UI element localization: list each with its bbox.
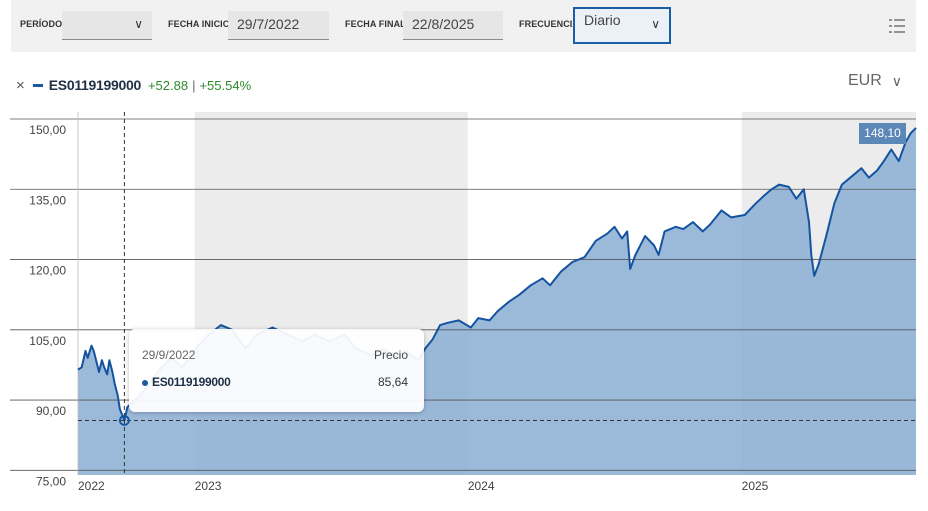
y-tick-label: 105,00 <box>29 334 66 348</box>
end-date-label: FECHA FINAL <box>345 19 406 29</box>
y-tick-label: 120,00 <box>29 264 66 278</box>
frequency-select[interactable]: Diario ∨ <box>573 7 671 44</box>
chart-tooltip: 29/9/2022 Precio ES0119199000 85,64 <box>129 329 424 412</box>
series-code: ES0119199000 <box>48 77 141 93</box>
frequency-label: FRECUENCIA <box>519 19 580 29</box>
x-tick-label: 2023 <box>195 479 222 493</box>
hover-marker <box>118 415 130 426</box>
y-tick-label: 150,00 <box>29 123 66 137</box>
x-tick-label: 2022 <box>78 479 105 493</box>
end-date-input[interactable]: 22/8/2025 <box>403 11 503 40</box>
tooltip-header: Precio <box>373 348 408 362</box>
y-tick-label: 75,00 <box>36 474 66 488</box>
tooltip-date: 29/9/2022 <box>142 348 196 362</box>
hamburger-list-icon[interactable] <box>888 17 906 35</box>
x-tick-label: 2025 <box>742 479 769 493</box>
x-tick-label: 2024 <box>468 479 495 493</box>
series-color-swatch <box>32 83 43 87</box>
tooltip-series: ES0119199000 <box>152 375 231 389</box>
chevron-down-icon: ∨ <box>651 17 660 31</box>
tooltip-value: 85,64 <box>377 375 408 389</box>
tooltip-series-dot <box>142 380 148 386</box>
currency-value: EUR <box>847 72 882 89</box>
y-tick-label: 90,00 <box>36 404 66 418</box>
y-tick-label: 135,00 <box>29 193 66 207</box>
start-date-label: FECHA INICIO <box>168 19 230 29</box>
filter-toolbar: PERÍODO ∨ FECHA INICIO 29/7/2022 FECHA F… <box>11 0 916 52</box>
chevron-down-icon: ∨ <box>134 17 143 31</box>
series-change-absolute: +52.88 <box>147 77 189 93</box>
frequency-select-value: Diario <box>584 12 621 28</box>
chevron-down-icon: ∨ <box>891 72 902 89</box>
series-change-separator: | <box>192 77 196 93</box>
last-value-label: 148,10 <box>859 123 906 144</box>
start-date-input[interactable]: 29/7/2022 <box>228 11 329 40</box>
series-legend: × ES0119199000 +52.88 | +55.54% <box>16 75 251 95</box>
remove-series-icon[interactable]: × <box>16 76 25 94</box>
period-label: PERÍODO <box>20 19 63 29</box>
currency-selector[interactable]: EUR ∨ <box>848 72 902 90</box>
series-change-percent: +55.54% <box>199 77 252 93</box>
period-select[interactable]: ∨ <box>62 11 152 40</box>
